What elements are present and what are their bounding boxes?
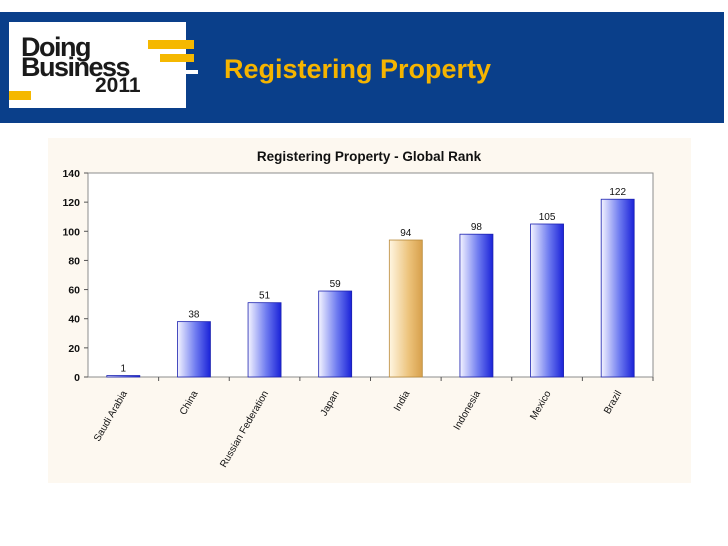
bar-value-label: 38 [188,310,200,321]
bar-value-label: 94 [400,228,412,239]
logo-stripe-white [186,70,198,74]
bar [247,302,282,378]
x-tick-label: China [178,389,201,418]
bar [530,223,564,378]
x-tick-label: Brazil [602,389,624,416]
y-tick-label: 60 [68,285,80,297]
logo-text-business: Business [21,52,131,82]
x-tick-label: Indonesia [452,389,483,432]
y-tick-label: 140 [62,168,80,180]
bar-value-label: 59 [330,279,342,290]
bar-chart: Registering Property - Global Rank 0 20 40… [62,149,654,470]
bar [177,321,211,378]
y-tick-label: 20 [68,343,80,355]
bar-value-label: 51 [259,291,271,302]
page-title: Registering Property [224,54,492,84]
bar [318,290,353,378]
bar-value-label: 1 [121,364,127,375]
bar [600,198,635,378]
bar-value-label: 98 [471,222,483,233]
logo-stripe-mid [160,54,194,62]
y-tick-label: 0 [74,372,80,384]
y-tick-label: 80 [68,255,80,267]
bar-highlight [388,239,423,378]
x-tick-label: India [392,389,413,414]
logo-text-doing: Doing [21,32,91,62]
logo-text-year: 2011 [95,74,141,97]
logo [9,22,186,108]
bar-value-label: 122 [609,187,626,198]
y-tick-label: 100 [62,226,80,238]
bar [459,233,494,378]
bar-value-label: 105 [539,212,556,223]
x-tick-label: Mexico [528,389,554,422]
x-tick-label: Japan [319,389,342,418]
y-tick-label: 40 [68,314,80,326]
bar [106,375,141,378]
y-tick-label: 120 [62,197,80,209]
x-tick-label: Saudi Arabia [92,389,130,444]
chart-title: Registering Property - Global Rank [257,149,482,164]
chart-panel: Registering Property - Global Rank 0 20 40… [48,138,691,483]
logo-stripe-top [148,40,194,49]
x-tick-label: Russian Federation [218,389,271,470]
plot-area [87,172,654,378]
logo-stripe-bottom [9,91,31,100]
